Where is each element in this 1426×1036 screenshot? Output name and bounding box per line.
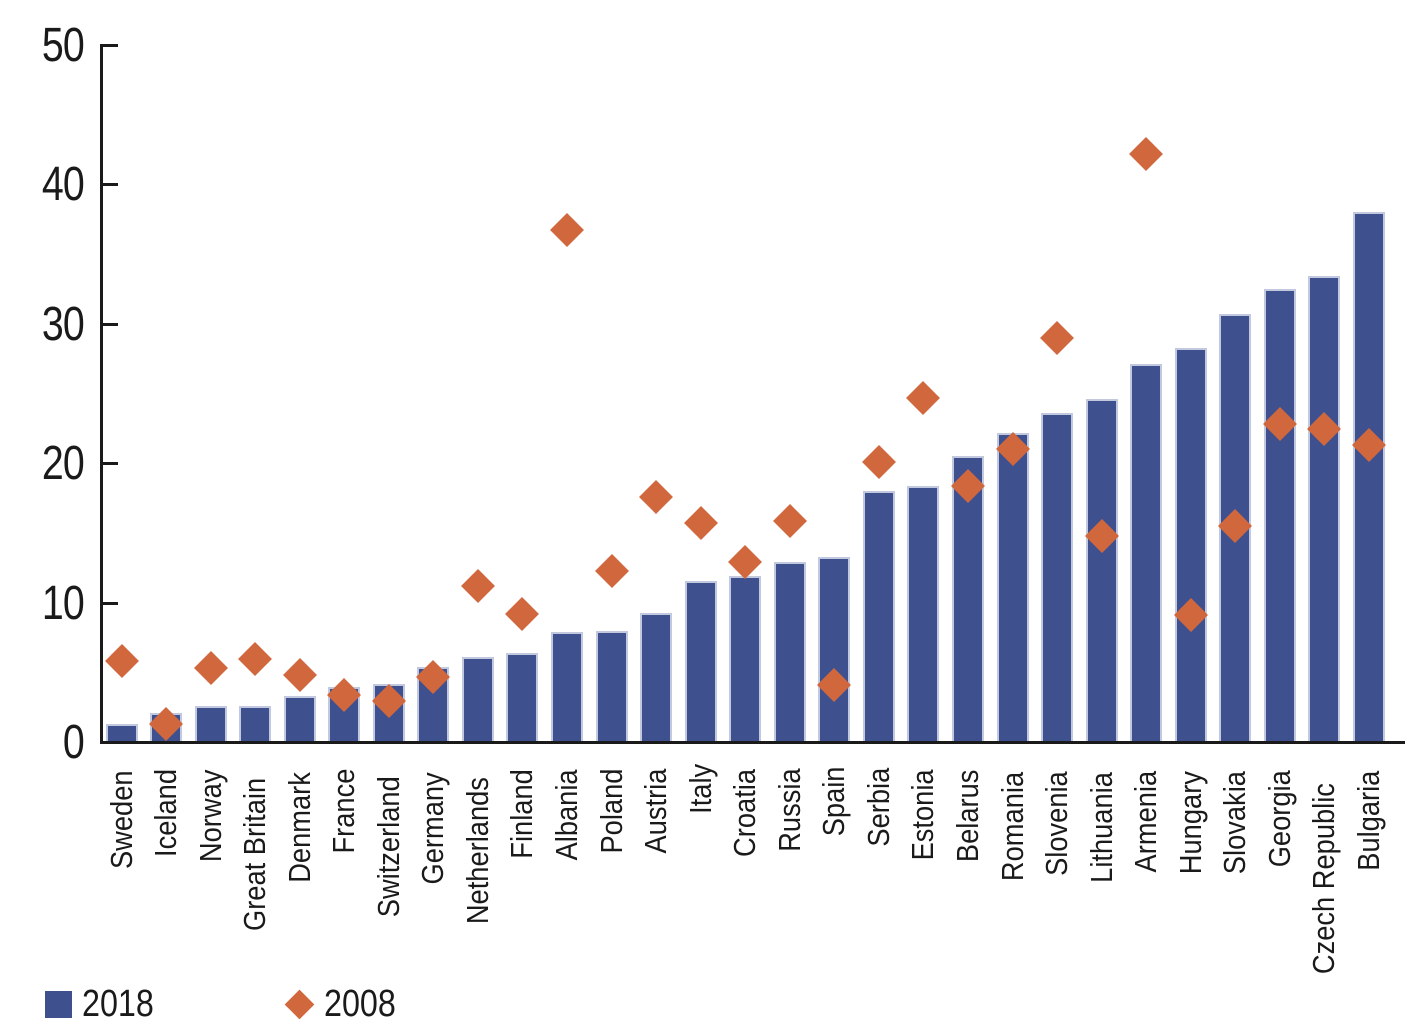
diamond-armenia[interactable] [1129,136,1164,171]
y-axis-line [100,43,103,744]
y-axis-tick-label: 10 [41,576,85,630]
bar-norway[interactable] [194,706,227,741]
bar-hungary[interactable] [1174,347,1207,741]
diamond-sweden[interactable] [104,644,139,679]
legend-2008-label: 2008 [323,983,396,1025]
x-axis-label-text: Netherlands [459,777,495,925]
bar-netherlands[interactable] [461,657,494,741]
x-axis-label-text: Estonia [905,769,941,861]
diamond-croatia[interactable] [728,545,763,580]
bar-romania[interactable] [996,432,1029,741]
chart-legend: 2018 2008 [45,985,408,1023]
diamond-poland[interactable] [594,553,629,588]
bar-czech-republic[interactable] [1308,276,1341,741]
x-axis-label-text: Romania [994,771,1030,882]
diamond-albania[interactable] [550,213,584,248]
bar-armenia[interactable] [1130,364,1163,741]
x-axis-label-text: Armenia [1128,770,1164,873]
bar-spain[interactable] [818,556,851,741]
bar-denmark[interactable] [283,696,316,741]
y-axis-tick [103,183,118,186]
x-axis-label-text: Germany [415,772,451,885]
bar-albania[interactable] [551,632,583,741]
diamond-great-britain[interactable] [238,641,273,676]
x-axis-label-text: Norway [192,769,228,863]
bar-serbia[interactable] [862,491,895,741]
bar-italy[interactable] [684,580,717,741]
diamond-italy[interactable] [683,506,718,541]
x-axis-label-text: Finland [504,769,540,859]
x-axis-label-text: Great Britain [237,777,273,932]
legend-2018-swatch-icon [45,990,72,1018]
diamond-russia[interactable] [772,503,807,538]
diamond-norway[interactable] [193,651,228,686]
x-axis-label-text: Poland [593,768,629,854]
y-axis-tick [103,601,118,605]
x-axis-line [100,741,1405,744]
diamond-netherlands[interactable] [460,569,495,604]
x-axis-label-text: Iceland [148,768,184,857]
y-axis-tick [103,462,118,465]
x-axis-label-text: Switzerland [370,776,406,918]
y-axis-tick-label: 0 [62,716,85,769]
x-axis-label-text: Slovenia [1039,771,1075,876]
x-axis-label-text: Italy [682,763,718,814]
x-axis-label-text: Sweden [103,770,139,870]
bar-russia[interactable] [773,562,806,741]
bar-slovenia[interactable] [1041,413,1074,741]
x-axis-label-text: Belarus [949,769,985,863]
bar-poland[interactable] [595,630,628,741]
y-axis-tick-label: 30 [41,297,85,351]
y-axis-tick-label: 50 [41,18,85,72]
bar-great-britain[interactable] [239,706,272,741]
x-axis-label-text: Slovakia [1217,771,1253,875]
bar-croatia[interactable] [729,576,762,741]
legend-2008-diamond-icon [284,989,314,1019]
y-axis-tick-label: 40 [41,158,85,211]
x-axis-label-text: Croatia [727,768,763,857]
x-axis-label-text: Denmark [281,772,317,883]
bar-georgia[interactable] [1263,289,1296,741]
bar-bulgaria[interactable] [1352,212,1385,741]
diamond-denmark[interactable] [282,658,317,693]
bar-sweden[interactable] [105,724,138,741]
x-axis-label-text: Serbia [860,767,896,847]
diamond-finland[interactable] [505,597,540,632]
y-axis-tick-label: 20 [41,437,85,490]
bar-finland[interactable] [506,653,539,741]
x-axis-label-text: Russia [771,768,807,852]
y-axis-tick [103,322,118,326]
legend-2018-label: 2018 [82,983,154,1025]
x-axis-label-bulgaria: Bulgaria [1351,757,1426,871]
x-axis-label-text: Czech Republic [1306,783,1342,975]
x-axis-label-text: France [326,768,362,854]
x-axis-label-text: Bulgaria [1350,770,1386,871]
x-axis-label-text: Lithuania [1083,772,1119,883]
x-axis-label-text: Hungary [1172,771,1208,875]
bar-lithuania[interactable] [1085,399,1118,741]
x-axis-label-text: Albania [549,769,584,861]
bar-austria[interactable] [640,612,673,741]
x-axis-label-text: Spain [816,766,852,837]
bar-belarus[interactable] [951,456,984,741]
diamond-austria[interactable] [639,479,674,514]
diamond-slovenia[interactable] [1040,320,1075,355]
x-axis-label-text: Georgia [1261,770,1297,868]
diamond-estonia[interactable] [906,380,941,415]
x-axis-label-text: Austria [638,768,674,854]
bar-estonia[interactable] [907,485,940,741]
diamond-serbia[interactable] [861,445,896,479]
y-axis-tick [103,43,118,47]
